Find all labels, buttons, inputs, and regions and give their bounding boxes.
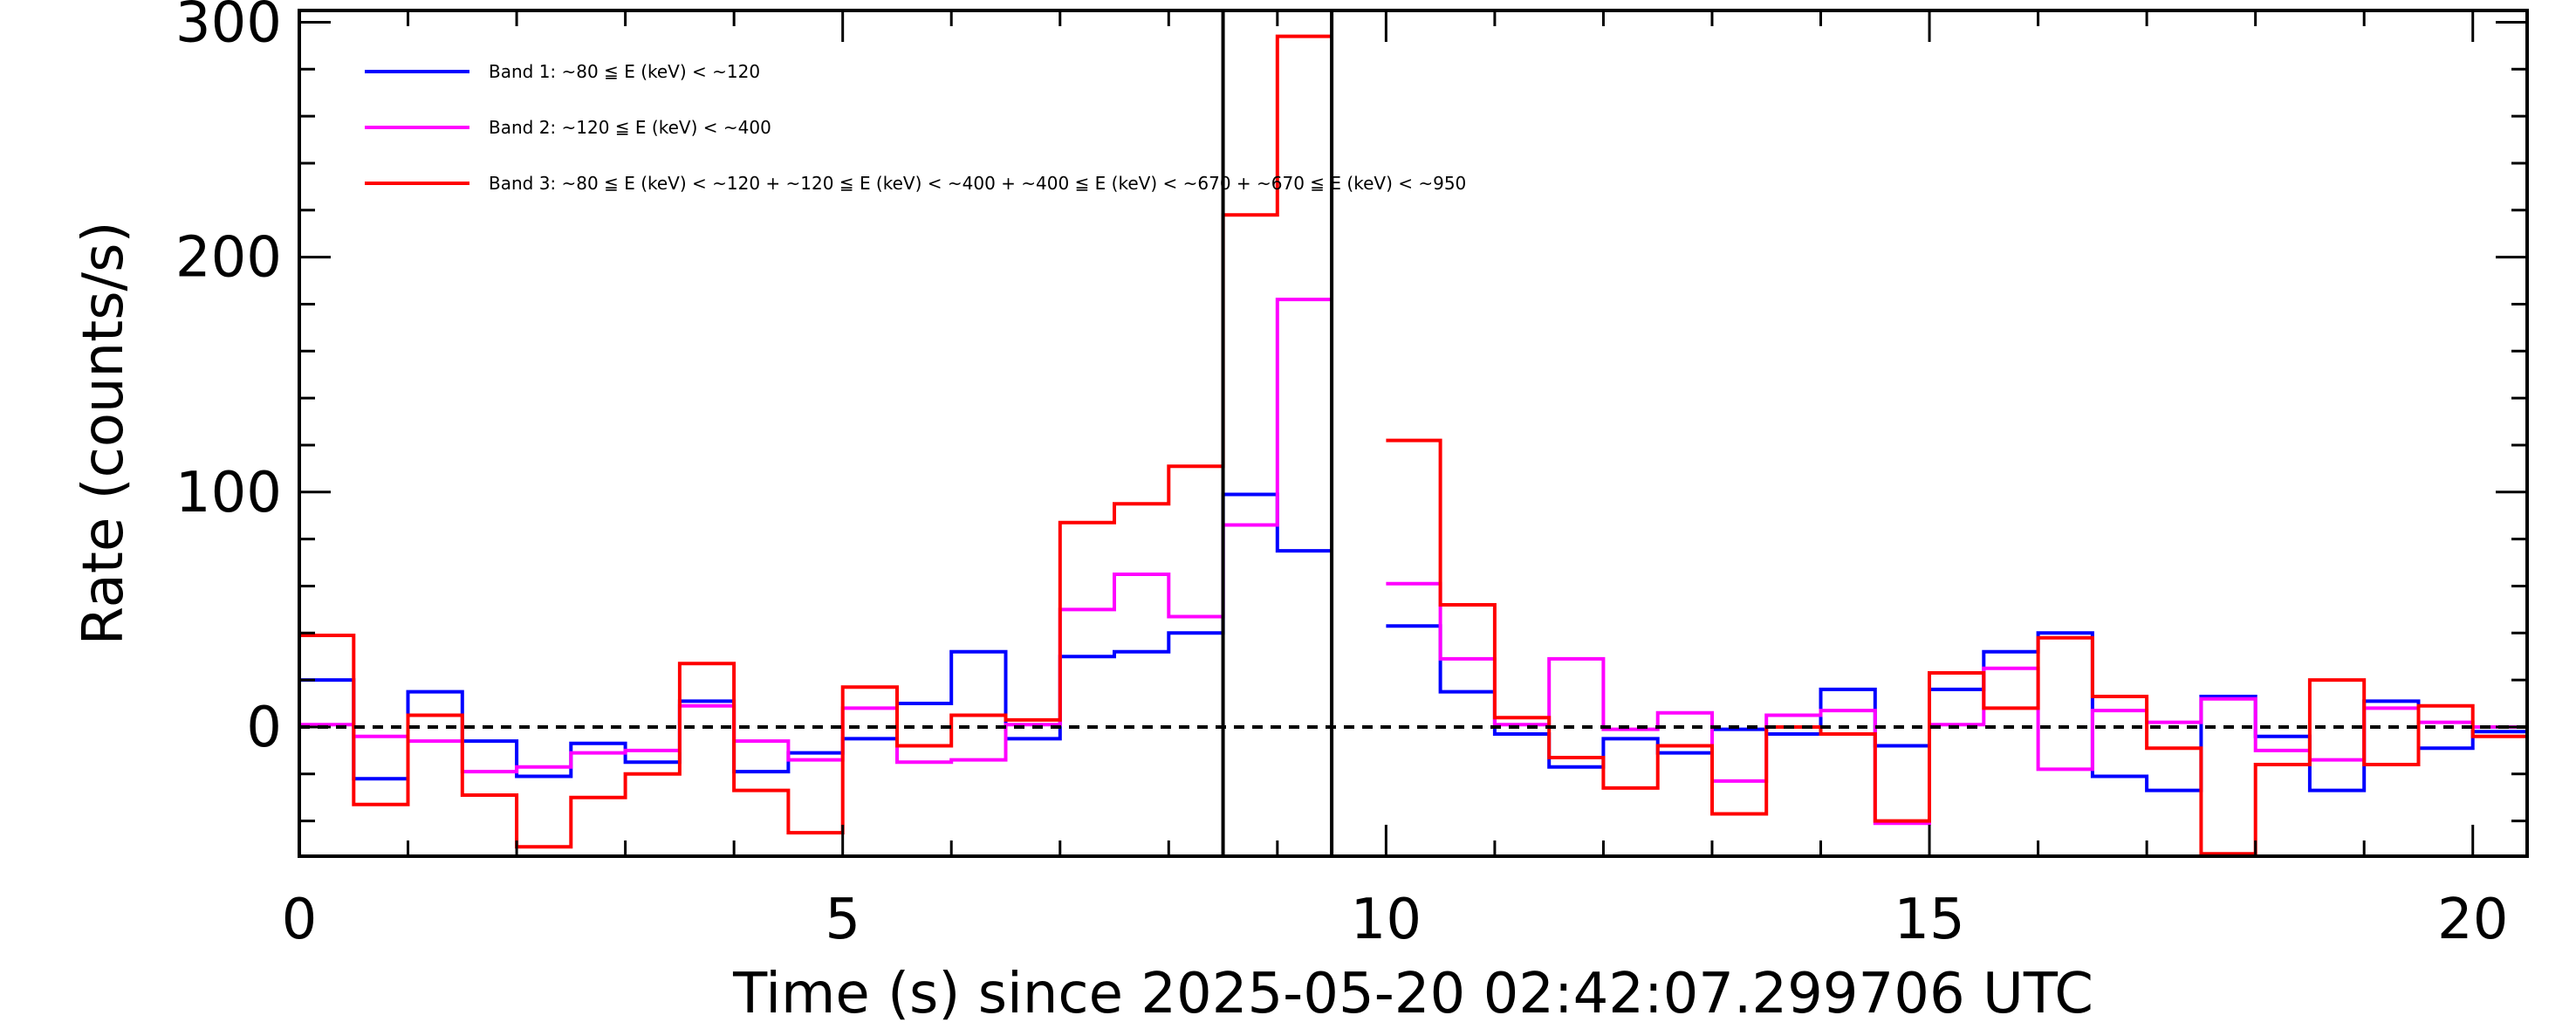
y-tick-label: 0 — [246, 696, 282, 760]
x-axis-title: Time (s) since 2025-05-20 02:42:07.29970… — [732, 962, 2093, 1026]
legend: Band 1: ~80 ≦ E (keV) < ~120 Band 2: ~120… — [365, 61, 1466, 194]
series-3 — [299, 34, 2527, 856]
x-tick-label: 15 — [1894, 888, 1964, 952]
series-1-step-line — [299, 492, 1333, 781]
x-tick-label: 0 — [282, 888, 318, 952]
y-tick-label: 100 — [175, 461, 282, 525]
series-layer — [299, 34, 2527, 856]
y-axis-title: Rate (counts/s) — [72, 222, 136, 646]
plot-frame — [298, 9, 2529, 858]
series-2-step-line — [1386, 581, 2527, 826]
series-1 — [299, 492, 2527, 792]
legend-label-2: Band 2: ~120 ≦ E (keV) < ~400 — [489, 117, 771, 138]
series-3-step-line — [299, 34, 1333, 849]
legend-label-3: Band 3: ~80 ≦ E (keV) < ~120 + ~120 ≦ E … — [489, 173, 1466, 194]
series-1-step-line — [1386, 624, 2527, 792]
series-2 — [299, 298, 2527, 826]
x-tick-label: 20 — [2437, 888, 2508, 952]
x-tick-label: 10 — [1351, 888, 1422, 952]
series-3-step-line — [1386, 438, 2527, 856]
series-2-step-line — [299, 298, 1333, 774]
reference-lines — [299, 10, 2527, 856]
y-tick-label: 300 — [175, 0, 282, 55]
y-tick-label: 200 — [175, 226, 282, 291]
x-tick-label: 5 — [825, 888, 860, 952]
legend-label-1: Band 1: ~80 ≦ E (keV) < ~120 — [489, 61, 760, 82]
